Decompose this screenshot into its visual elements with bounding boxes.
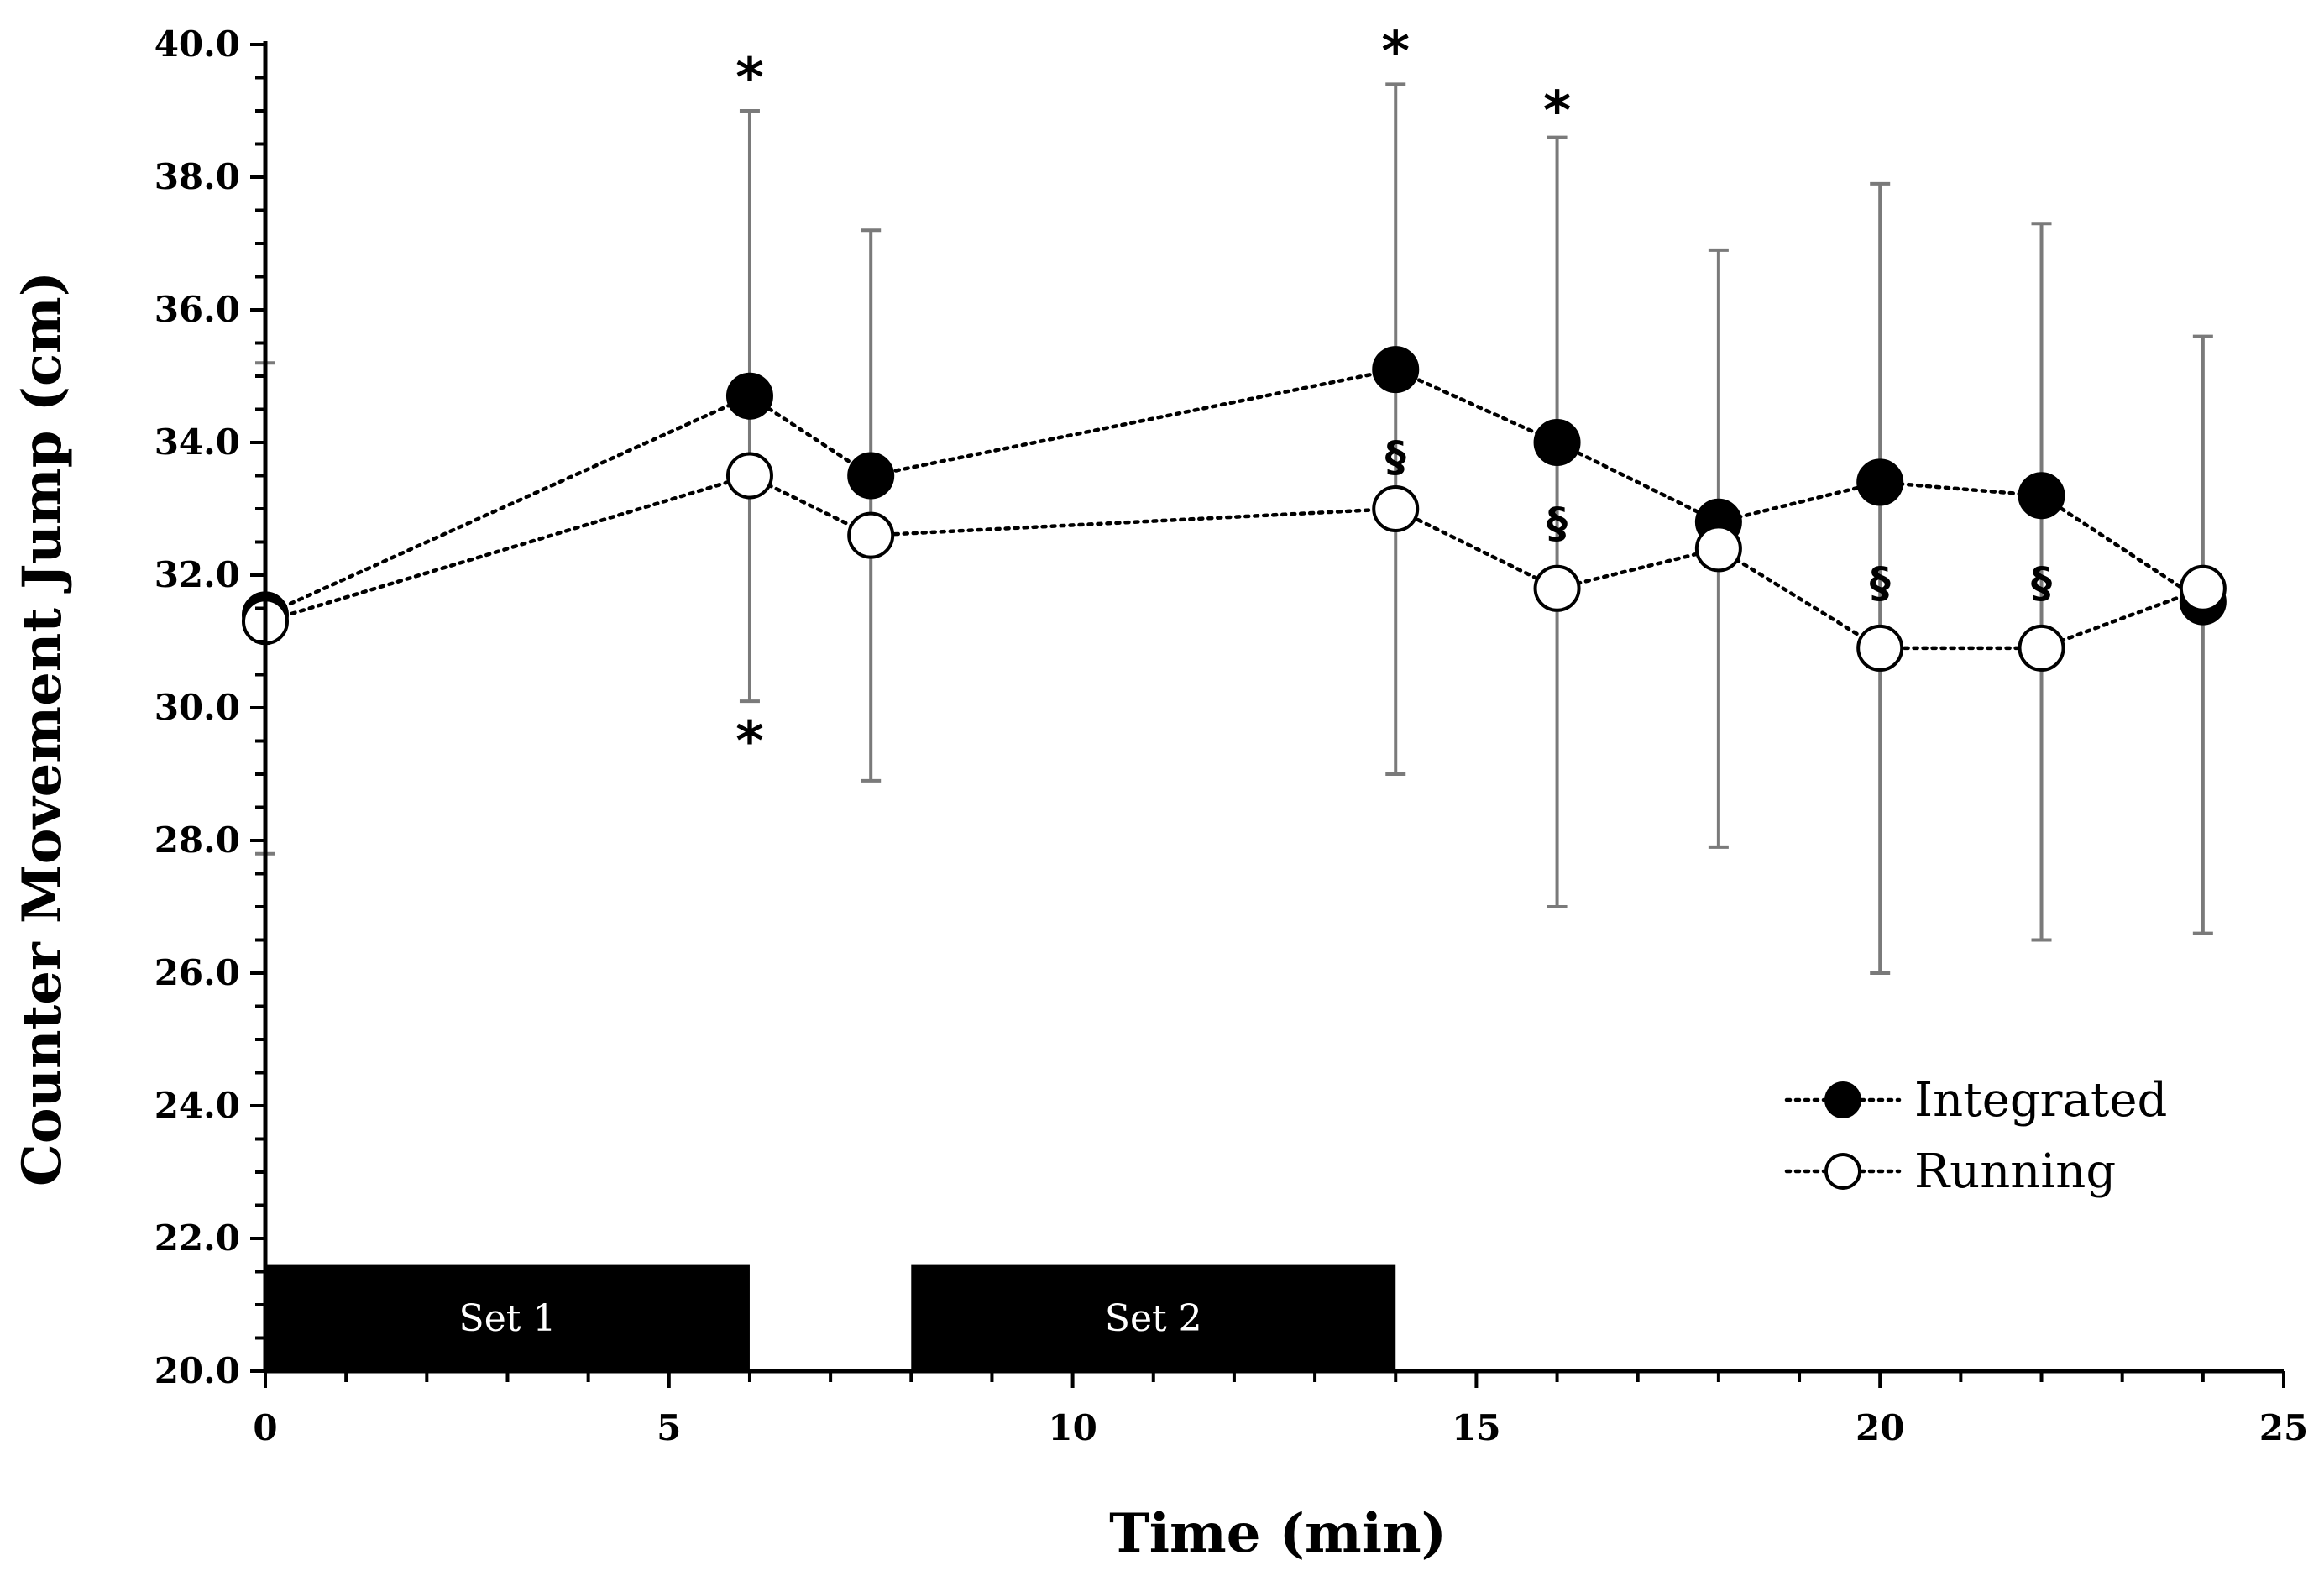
legend-label-running: Running [1914, 1144, 2116, 1199]
error-bars [255, 82, 2213, 975]
significance-star-2: * [1382, 21, 1410, 83]
point-running-1 [725, 452, 773, 500]
significance-star-1: * [735, 711, 763, 773]
point-integrated-2 [847, 452, 895, 500]
significance-star-0: * [735, 48, 763, 110]
y-tick-label: 20.0 [154, 1350, 240, 1391]
y-tick-label: 24.0 [154, 1085, 240, 1126]
significance-section-6: § [1870, 558, 1891, 607]
point-running-8 [2179, 564, 2227, 612]
y-tick-label: 32.0 [154, 554, 240, 595]
point-running-4 [1533, 564, 1581, 612]
y-tick-label: 40.0 [154, 24, 240, 65]
y-tick-label: 26.0 [154, 952, 240, 993]
set-bar-1 [265, 1264, 750, 1371]
x-tick-label: 15 [1452, 1407, 1500, 1448]
point-running-2 [847, 511, 895, 559]
significance-section-4: § [1385, 432, 1406, 481]
point-integrated-1 [725, 372, 773, 420]
point-running-6 [1856, 624, 1904, 672]
legend-marker-integrated [1824, 1081, 1861, 1118]
series-line-running [263, 474, 2206, 651]
point-running-7 [2018, 624, 2065, 672]
set-label-2: Set 2 [1105, 1297, 1202, 1340]
data-points [242, 346, 2227, 672]
legend-label-integrated: Integrated [1914, 1073, 2167, 1128]
y-tick-label: 34.0 [154, 421, 240, 463]
set-label-1: Set 1 [459, 1297, 557, 1340]
series-line-integrated [263, 367, 2206, 617]
series-lines [263, 367, 2206, 651]
x-axis-title: Time (min) [1109, 1502, 1447, 1565]
significance-section-5: § [1547, 499, 1568, 547]
point-running-3 [1372, 485, 1420, 532]
y-axis-title: Counter Movement Jump (cm) [11, 271, 74, 1186]
x-tick-label: 20 [1856, 1407, 1904, 1448]
significance-markers: * * * * § § § § [735, 21, 2052, 773]
y-tick-label: 38.0 [154, 156, 240, 197]
significance-section-7: § [2031, 558, 2052, 607]
legend-marker-running [1824, 1153, 1861, 1190]
x-tick-label: 0 [253, 1407, 277, 1448]
y-tick-label: 22.0 [154, 1217, 240, 1259]
point-integrated-3 [1372, 346, 1420, 394]
point-integrated-4 [1533, 419, 1581, 466]
axes: 20.0 22.0 24.0 26.0 28.0 30.0 32.0 34.0 36.0 38.0… [154, 24, 2309, 1448]
y-tick-label: 36.0 [154, 289, 240, 330]
set-bar-2 [911, 1264, 1396, 1371]
point-integrated-7 [2018, 472, 2065, 520]
x-tick-label: 25 [2259, 1407, 2308, 1448]
legend: Integrated Running [1784, 1073, 2167, 1199]
y-tick-label: 28.0 [154, 819, 240, 861]
point-integrated-6 [1856, 458, 1904, 506]
point-running-5 [1694, 525, 1742, 573]
x-tick-label: 10 [1048, 1407, 1097, 1448]
y-tick-label: 30.0 [154, 687, 240, 728]
significance-star-3: * [1543, 81, 1571, 143]
exercise-sets: Set 1 Set 2 [265, 1264, 1396, 1371]
x-tick-label: 5 [657, 1407, 681, 1448]
